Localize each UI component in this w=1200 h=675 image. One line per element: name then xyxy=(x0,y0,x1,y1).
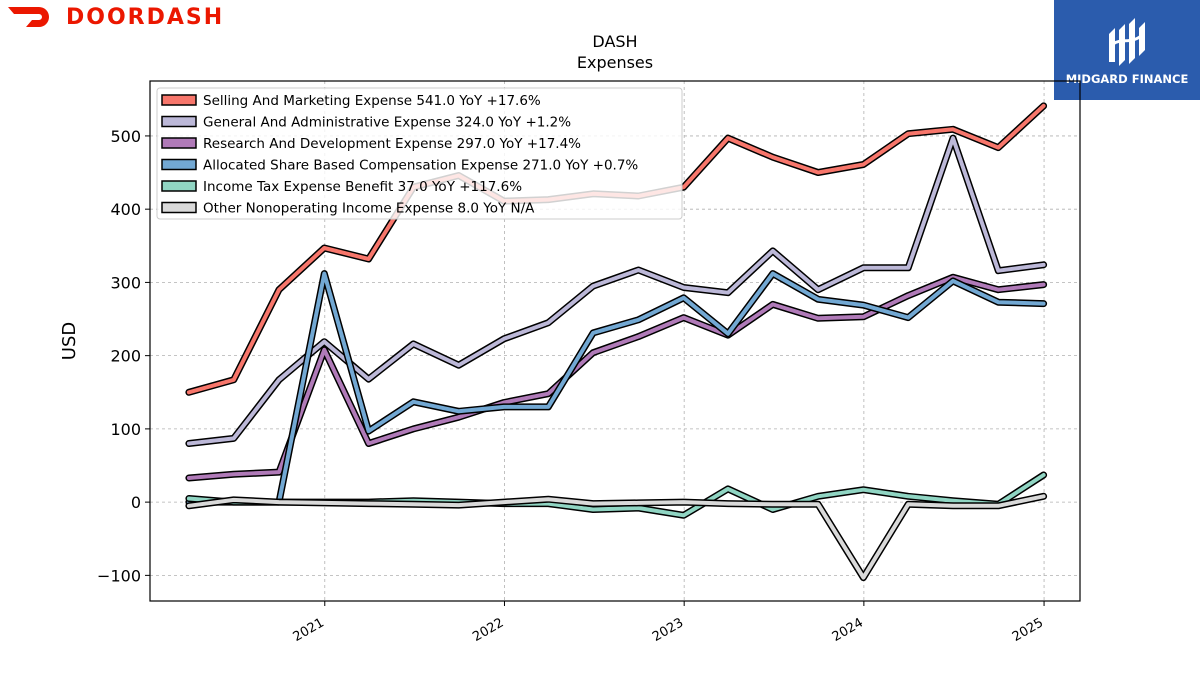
legend-item: Research And Development Expense 297.0 Y… xyxy=(161,136,581,152)
legend-swatch xyxy=(161,201,197,214)
series-line xyxy=(186,494,1046,580)
legend-label: Allocated Share Based Compensation Expen… xyxy=(203,158,638,174)
legend-item: Selling And Marketing Expense 541.0 YoY … xyxy=(161,93,541,109)
series-allocated-share-based-compensation-expense xyxy=(185,270,1048,506)
plot-frame xyxy=(149,80,1081,602)
legend-label: Income Tax Expense Benefit 37.0 YoY +117… xyxy=(203,179,522,195)
x-tick-label: 2025 xyxy=(1010,615,1046,645)
y-tick-label: 100 xyxy=(110,420,141,439)
series-research-and-development-expense xyxy=(185,273,1048,482)
legend-swatch xyxy=(161,180,197,192)
y-tick-label: 300 xyxy=(110,273,141,292)
legend-item: Allocated Share Based Compensation Expen… xyxy=(161,158,638,174)
y-tick-label: −100 xyxy=(97,566,141,585)
y-tick-label: 500 xyxy=(110,127,141,146)
x-tick-label: 2022 xyxy=(470,615,506,645)
midgard-finance-logo-icon xyxy=(1109,18,1145,66)
chart-subtitle: Expenses xyxy=(577,53,653,72)
legend-label: Other Nonoperating Income Expense 8.0 Yo… xyxy=(203,201,535,217)
x-tick-label: 2021 xyxy=(291,615,327,645)
y-tick-label: 0 xyxy=(131,493,141,512)
legend-swatch xyxy=(161,115,197,128)
legend-swatch xyxy=(161,137,197,149)
series-line xyxy=(186,275,1046,480)
legend-label: Selling And Marketing Expense 541.0 YoY … xyxy=(203,93,541,109)
x-tick-label: 2023 xyxy=(650,615,686,645)
series-other-nonoperating-income-expense xyxy=(185,492,1048,582)
legend-item: General And Administrative Expense 324.0… xyxy=(161,115,571,131)
legend: Selling And Marketing Expense 541.0 YoY … xyxy=(156,87,683,220)
y-axis: −100 0 100 200 300 400 500 xyxy=(97,127,150,585)
y-axis-label: USD xyxy=(59,322,80,360)
legend-item: Income Tax Expense Benefit 37.0 YoY +117… xyxy=(161,179,522,195)
legend-item: Other Nonoperating Income Expense 8.0 Yo… xyxy=(161,201,535,217)
legend-label: General And Administrative Expense 324.0… xyxy=(203,115,571,131)
series-general-and-administrative-expense xyxy=(185,134,1048,447)
legend-swatch xyxy=(161,158,197,171)
legend-label: Research And Development Expense 297.0 Y… xyxy=(203,136,581,152)
doordash-wordmark: DOORDASH xyxy=(66,4,225,30)
midgard-finance-logo: MIDGARD FINANCE xyxy=(1054,0,1200,100)
series-income-tax-expense-benefit xyxy=(185,471,1048,519)
doordash-logo: DOORDASH xyxy=(6,4,224,30)
y-tick-label: 200 xyxy=(110,347,141,366)
midgard-finance-wordmark: MIDGARD FINANCE xyxy=(1065,72,1189,86)
doordash-logo-icon xyxy=(8,7,49,27)
series-line xyxy=(186,473,1046,518)
x-tick-label: 2024 xyxy=(830,615,866,645)
series-line xyxy=(186,271,1046,505)
series-line xyxy=(186,136,1046,446)
legend-swatch xyxy=(161,94,197,106)
legend-box xyxy=(156,87,683,220)
chart-title: DASH xyxy=(592,32,637,51)
x-axis: 2021 2022 2023 2024 2025 xyxy=(291,601,1046,645)
y-tick-label: 400 xyxy=(110,200,141,219)
